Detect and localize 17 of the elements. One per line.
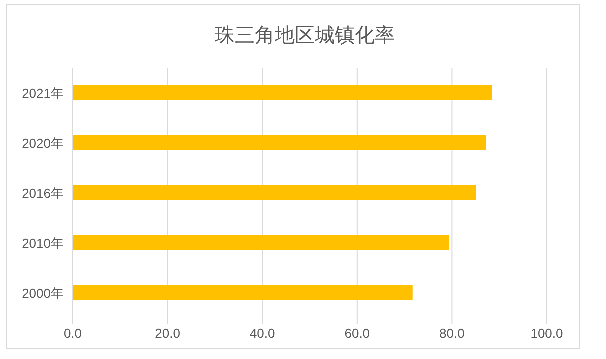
x-tick-label: 100.0 (530, 326, 564, 341)
x-tick-label: 60.0 (344, 326, 370, 341)
x-tick-label: 0.0 (64, 326, 82, 341)
bar (73, 136, 486, 150)
bar (73, 236, 450, 250)
bar (73, 286, 413, 300)
bar (73, 186, 476, 200)
bar (73, 86, 492, 100)
y-tick-label: 2020年 (22, 136, 64, 151)
x-tick-label: 80.0 (440, 326, 465, 341)
chart-title: 珠三角地区城镇化率 (215, 25, 395, 47)
y-tick-label: 2000年 (22, 286, 64, 301)
y-tick-label: 2021年 (22, 86, 64, 101)
y-tick-label: 2016年 (22, 186, 64, 201)
x-tick-label: 40.0 (250, 326, 276, 341)
x-tick-label: 20.0 (155, 326, 180, 341)
y-tick-label: 2010年 (22, 236, 64, 251)
